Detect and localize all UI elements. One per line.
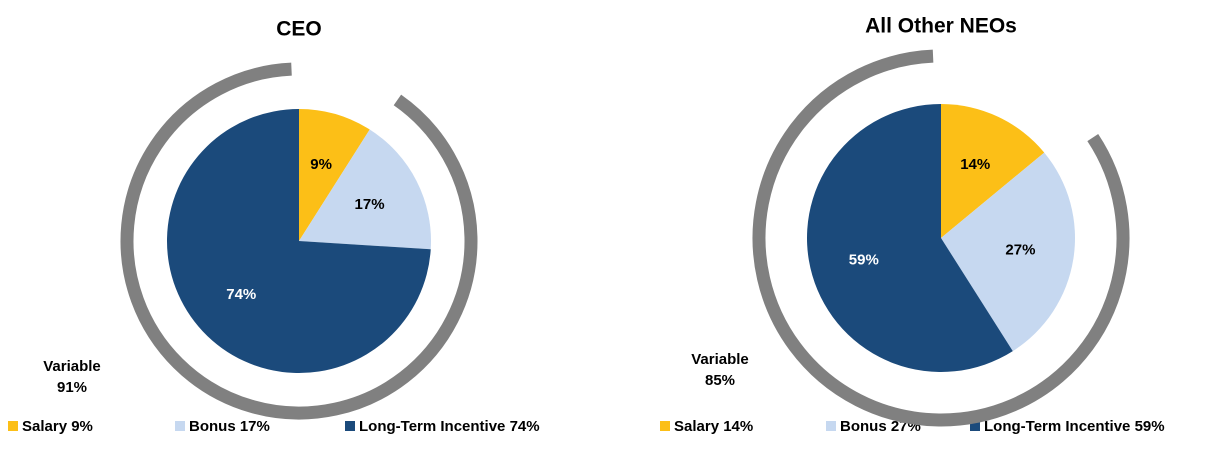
annotation-label: Variable [691, 351, 749, 368]
data-label: 14% [960, 156, 990, 173]
legend-label: Salary 14% [674, 418, 753, 435]
legend-name: Long-Term Incentive [984, 418, 1130, 435]
legend-label: Bonus 17% [189, 418, 270, 435]
pie-slice [807, 104, 1013, 372]
legend-value: 14% [723, 418, 753, 435]
legend-name: Salary [22, 418, 68, 435]
legend-value: 9% [71, 418, 93, 435]
chart-title: All Other NEOs [865, 15, 1017, 38]
data-label: 17% [355, 196, 385, 213]
legend-swatch [970, 421, 980, 431]
legend-value: 17% [240, 418, 270, 435]
legend-label: Long-Term Incentive 59% [984, 418, 1165, 435]
legend-value: 74% [510, 418, 540, 435]
legend-label: Long-Term Incentive 74% [359, 418, 540, 435]
chart-title: CEO [276, 18, 322, 41]
legend-name: Salary [674, 418, 720, 435]
data-label: 59% [849, 251, 879, 268]
legend-swatch [660, 421, 670, 431]
pie-slice [299, 129, 431, 250]
legend-swatch [8, 421, 18, 431]
legend-swatch [345, 421, 355, 431]
legend-swatch [826, 421, 836, 431]
legend-name: Bonus [189, 418, 236, 435]
data-label: 27% [1005, 242, 1035, 259]
legend-swatch [175, 421, 185, 431]
variable-arc [120, 62, 478, 420]
pie-slice [941, 152, 1075, 352]
legend-value: 59% [1135, 418, 1165, 435]
annotation-label: Variable [43, 358, 101, 375]
legend-name: Long-Term Incentive [359, 418, 505, 435]
data-label: 74% [226, 286, 256, 303]
legend-label: Salary 9% [22, 418, 93, 435]
pie-slice [941, 104, 1045, 238]
pie-slice [166, 109, 431, 374]
annotation-value: 85% [705, 372, 735, 389]
variable-arc [752, 49, 1130, 427]
annotation-value: 91% [57, 379, 87, 396]
pie-slice [299, 109, 370, 241]
legend-name: Bonus [840, 418, 887, 435]
data-label: 9% [310, 156, 332, 173]
